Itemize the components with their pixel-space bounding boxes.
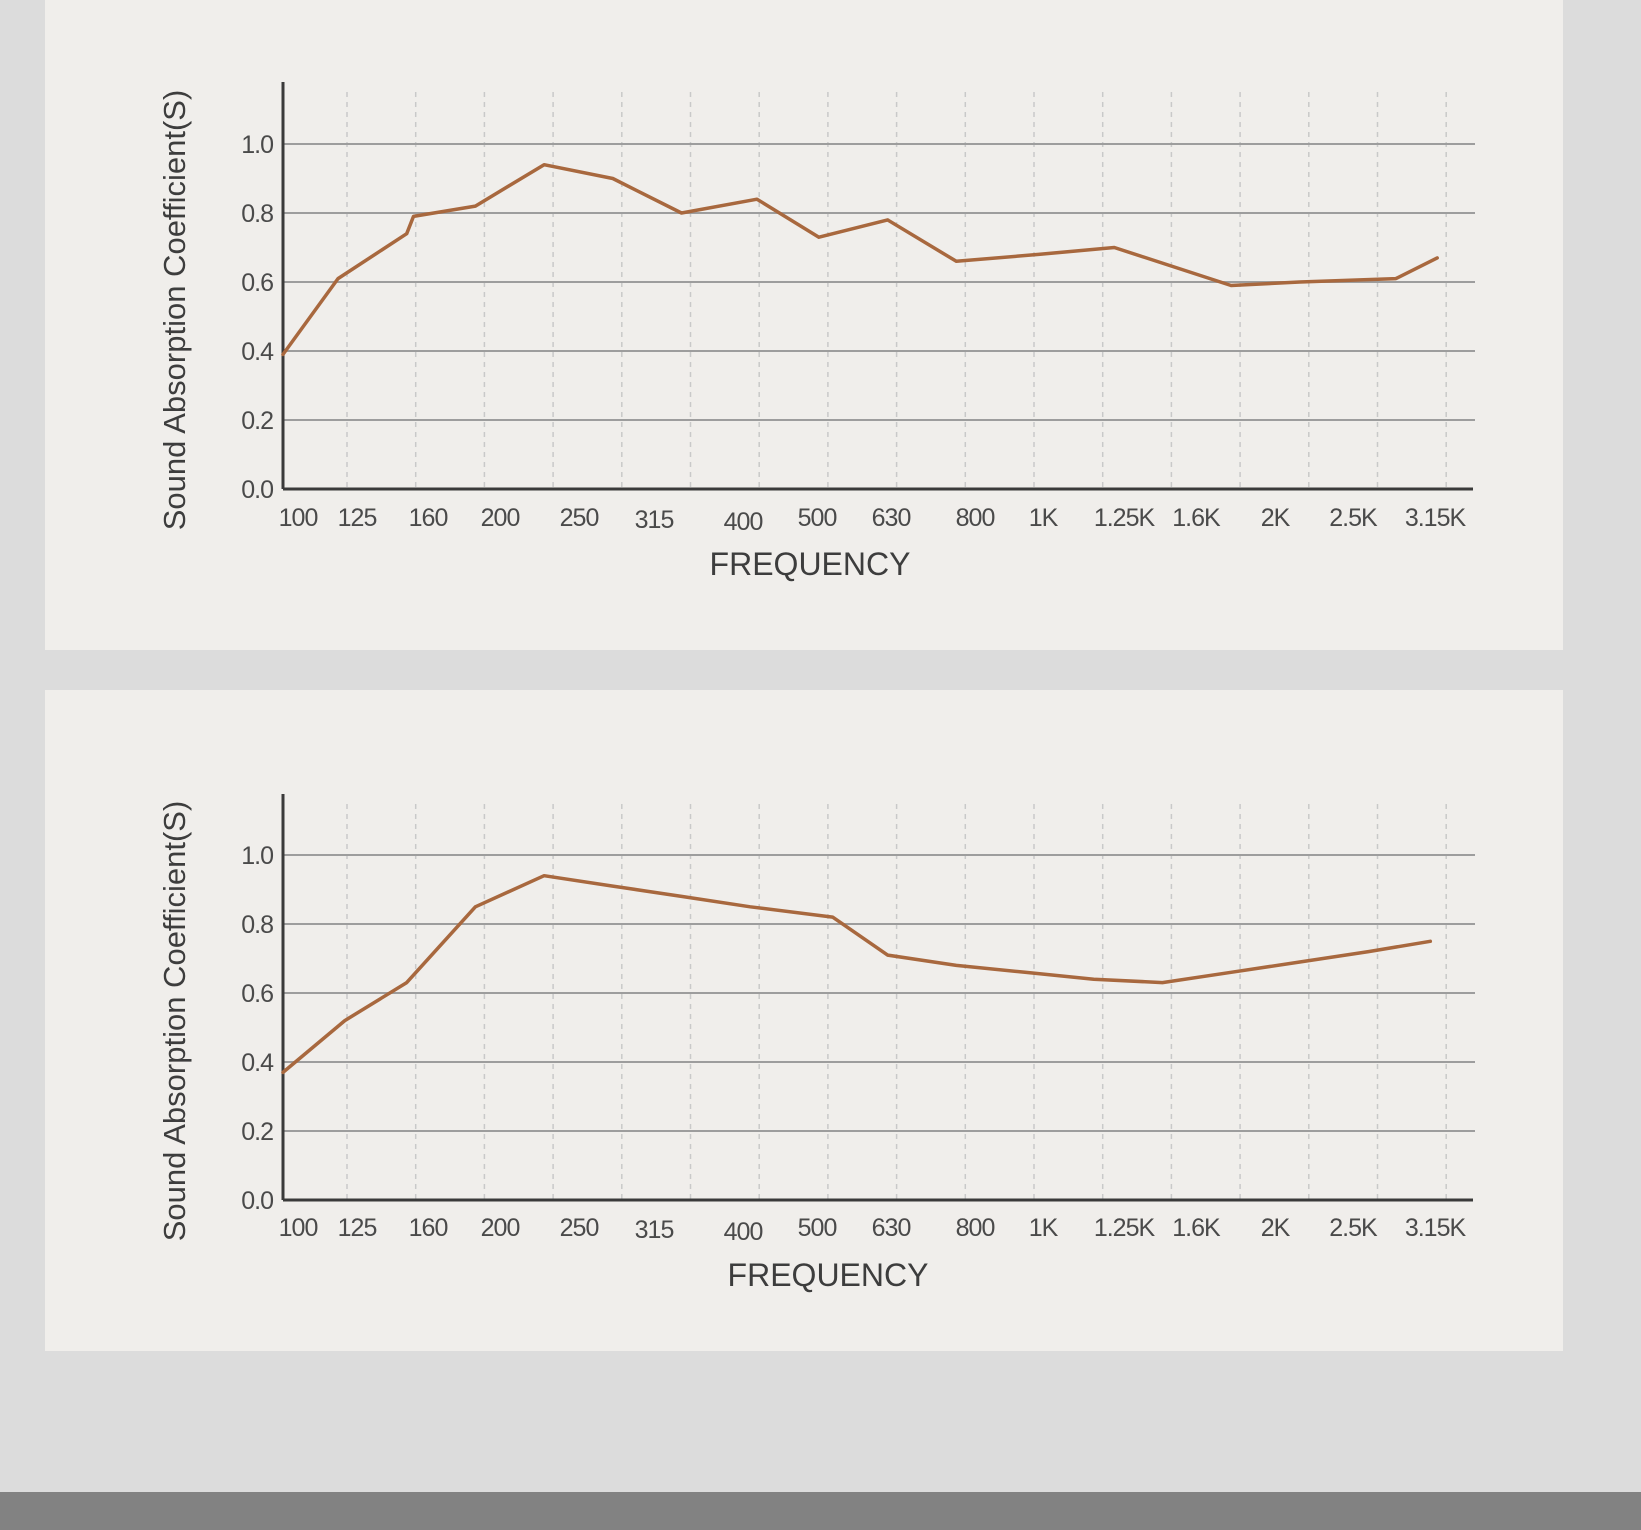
y-axis-title: Sound Absorption Coefficient(S): [157, 90, 192, 531]
x-tick-label: 500: [798, 504, 837, 532]
x-tick-label: 1.25K: [1094, 504, 1156, 532]
x-tick-label: 250: [560, 1214, 599, 1242]
x-tick-label: 630: [872, 1214, 911, 1242]
x-tick-label: 1.6K: [1172, 504, 1221, 532]
x-tick-label: 630: [872, 504, 911, 532]
x-tick-label: 2K: [1261, 504, 1291, 532]
x-tick-label: 160: [409, 504, 448, 532]
absorption-series-line: [281, 873, 1433, 1075]
y-tick-label: 0.6: [241, 269, 273, 297]
x-tick-label: 1.6K: [1172, 1214, 1221, 1242]
y-tick-label: 1.0: [241, 131, 273, 159]
x-tick-label: 500: [798, 1214, 837, 1242]
x-tick-label: 160: [409, 1214, 448, 1242]
x-tick-label: 2.5K: [1329, 504, 1378, 532]
chart-panel-2: 0.0 0.2 0.4 0.6 0.8 1.0 100 125 160 200 250 315 400 5…: [45, 690, 1563, 1351]
x-tick-label: 400: [724, 1218, 763, 1246]
x-tick-label: 3.15K: [1405, 504, 1467, 532]
bottom-bar: [0, 1492, 1641, 1530]
x-tick-label: 400: [724, 508, 763, 536]
vertical-gridlines: [346, 92, 1447, 489]
y-tick-label: 0.2: [241, 1118, 273, 1146]
x-tick-label: 125: [338, 1214, 377, 1242]
x-tick-label: 800: [956, 1214, 995, 1242]
x-tick-label: 250: [560, 504, 599, 532]
x-tick-label: 800: [956, 504, 995, 532]
x-tick-label: 1K: [1029, 504, 1059, 532]
y-tick-label: 0.0: [241, 1187, 273, 1215]
x-tick-label: 200: [481, 1214, 520, 1242]
y-axis-title: Sound Absorption Coefficient(S): [157, 801, 192, 1242]
x-tick-label: 3.15K: [1405, 1214, 1467, 1242]
vertical-gridlines: [346, 804, 1447, 1200]
x-tick-label: 2.5K: [1329, 1214, 1378, 1242]
y-tick-label: 0.8: [241, 200, 273, 228]
y-tick-label: 0.0: [241, 476, 273, 504]
x-axis-title: FREQUENCY: [728, 1257, 929, 1293]
absorption-chart-2: 0.0 0.2 0.4 0.6 0.8 1.0 100 125 160 200 250 315 400 5…: [157, 794, 1475, 1293]
x-axis-title: FREQUENCY: [710, 546, 911, 582]
absorption-chart-1: 0.0 0.2 0.4 0.6 0.8 1.0 100 125 160 200 250 315 400 5…: [157, 82, 1475, 582]
x-tick-label: 315: [635, 506, 674, 534]
x-tick-label: 2K: [1261, 1214, 1291, 1242]
y-tick-label: 0.2: [241, 407, 273, 435]
x-tick-label: 100: [279, 1214, 318, 1242]
x-tick-label: 1K: [1029, 1214, 1059, 1242]
absorption-series-line: [281, 162, 1439, 357]
x-tick-label: 100: [279, 504, 318, 532]
x-tick-label: 200: [481, 504, 520, 532]
x-tick-label: 315: [635, 1216, 674, 1244]
chart-panel-1: 0.0 0.2 0.4 0.6 0.8 1.0 100 125 160 200 250 315 400 5…: [45, 0, 1563, 650]
y-tick-label: 1.0: [241, 842, 273, 870]
y-tick-label: 0.4: [241, 338, 274, 366]
x-tick-label: 125: [338, 504, 377, 532]
y-tick-label: 0.8: [241, 911, 273, 939]
y-tick-label: 0.4: [241, 1049, 274, 1077]
y-tick-label: 0.6: [241, 980, 273, 1008]
x-tick-label: 1.25K: [1094, 1214, 1156, 1242]
